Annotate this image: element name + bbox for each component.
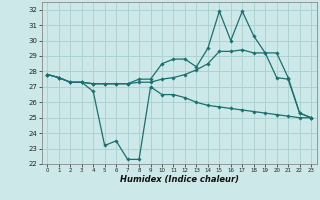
X-axis label: Humidex (Indice chaleur): Humidex (Indice chaleur)	[120, 175, 239, 184]
